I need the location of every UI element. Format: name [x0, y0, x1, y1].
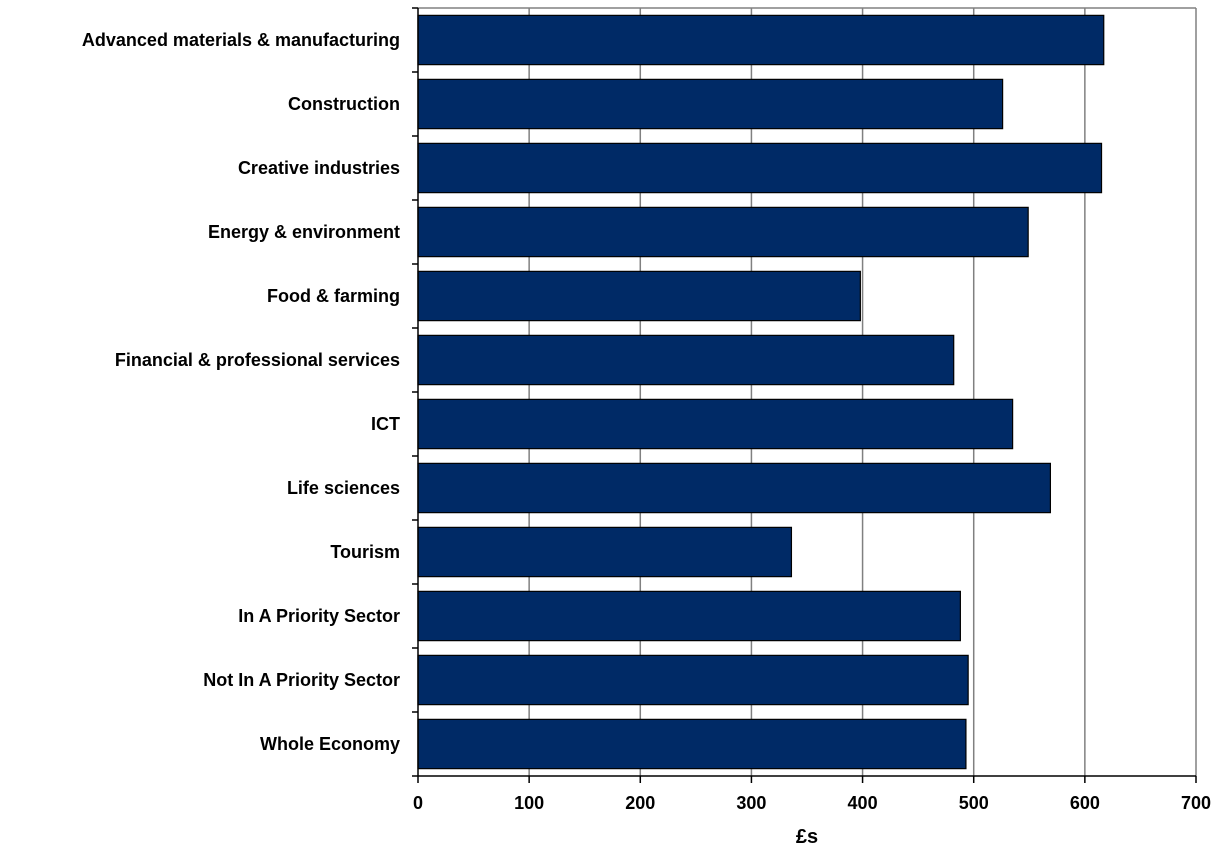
x-tick-label: 300	[736, 793, 766, 813]
x-tick-label: 500	[959, 793, 989, 813]
category-label: Food & farming	[267, 286, 400, 306]
gridlines	[418, 7, 1197, 776]
x-tick-label: 400	[848, 793, 878, 813]
bar	[417, 590, 961, 642]
x-tick-label: 100	[514, 793, 544, 813]
x-tick-label: 700	[1181, 793, 1211, 813]
bar	[417, 270, 861, 322]
bar	[417, 206, 1029, 258]
category-label: Energy & environment	[208, 222, 400, 242]
category-label: Not In A Priority Sector	[203, 670, 400, 690]
bar	[417, 654, 969, 706]
bar	[417, 78, 1004, 130]
bar	[417, 398, 1014, 450]
bar	[417, 462, 1052, 514]
x-tick-label: 200	[625, 793, 655, 813]
bar	[417, 14, 1105, 66]
x-tick-label: 600	[1070, 793, 1100, 813]
bar	[417, 334, 955, 386]
category-label: Creative industries	[238, 158, 400, 178]
category-labels: Advanced materials & manufacturing Constr…	[82, 30, 400, 754]
category-label: Financial & professional services	[115, 350, 400, 370]
bar	[417, 142, 1103, 194]
bars	[417, 14, 1105, 770]
x-axis-title: £s	[796, 826, 818, 848]
x-tick-labels: 0 100 200 300 400 500 600 700	[413, 793, 1211, 813]
category-label: Life sciences	[287, 478, 400, 498]
category-label: In A Priority Sector	[238, 606, 400, 626]
category-label: ICT	[371, 414, 400, 434]
category-label: Advanced materials & manufacturing	[82, 30, 400, 50]
x-tick-label: 0	[413, 793, 423, 813]
category-label: Construction	[288, 94, 400, 114]
bar	[417, 526, 793, 578]
category-label: Tourism	[330, 542, 400, 562]
category-label: Whole Economy	[260, 734, 400, 754]
bar	[417, 718, 967, 770]
axes	[412, 7, 1197, 783]
